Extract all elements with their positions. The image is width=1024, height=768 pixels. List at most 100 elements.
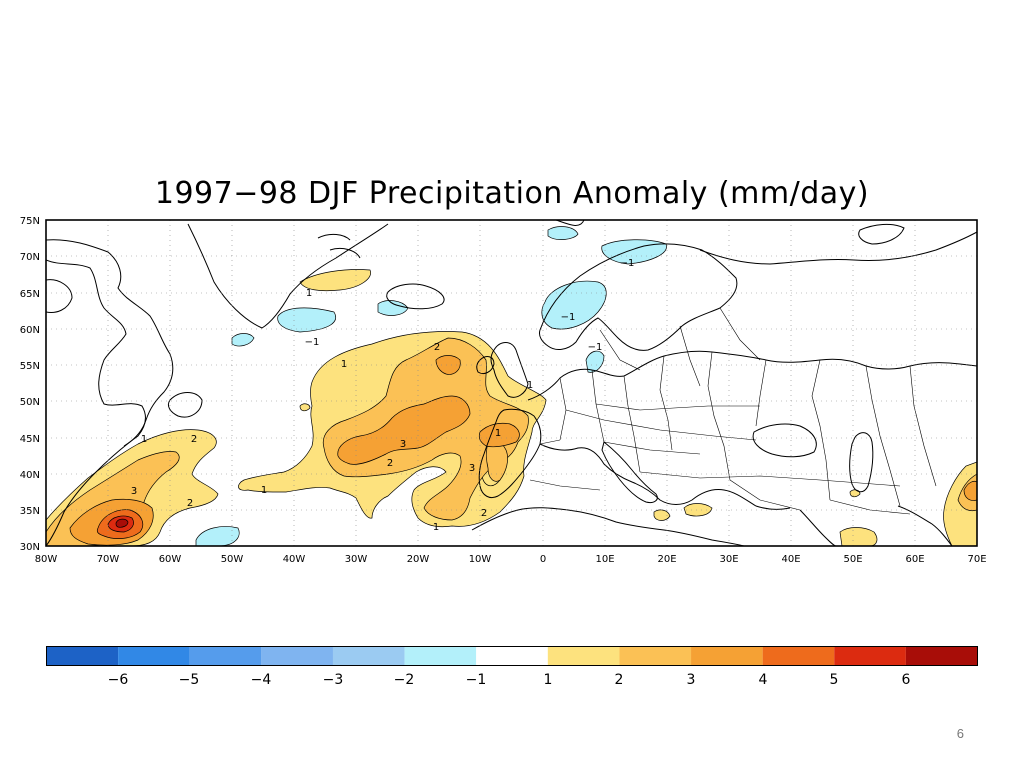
pos1-denmark-strait (299, 269, 372, 292)
colorbar-label: −2 (394, 672, 415, 688)
colorbar-legend: −6 −5 −4 −3 −2 −1 1 2 3 4 5 6 (46, 646, 978, 690)
contour-label: 1 (141, 434, 147, 445)
lon-tick-label: 50E (843, 554, 862, 565)
pos3-central-atlantic (337, 395, 471, 465)
greenland-coast (187, 223, 389, 329)
neg-patch-north (547, 226, 579, 240)
contour-label: 2 (187, 498, 193, 509)
colorbar-labels: −6 −5 −4 −3 −2 −1 1 2 3 4 5 6 (108, 672, 911, 688)
plot-frame (45, 219, 978, 547)
neg-patch-greenland-south (277, 307, 336, 333)
iceland (386, 283, 445, 310)
contour-label: 1 (341, 359, 347, 370)
lon-tick-label: 30E (719, 554, 738, 565)
colorbar-cell (834, 646, 906, 666)
country-borders (529, 307, 937, 515)
page-number: 6 (956, 726, 964, 741)
lat-tick-label: 55N (20, 361, 40, 372)
colorbar-cell (404, 646, 477, 666)
greenland-east (317, 233, 361, 259)
contour-label: 1 (306, 288, 312, 299)
lat-tick-label: 70N (20, 252, 40, 263)
black-sea (752, 423, 817, 458)
pos1-med-2 (653, 509, 671, 521)
red-sea (799, 509, 837, 546)
neg-patch-barents (601, 239, 667, 265)
colorbar-label: 4 (759, 672, 768, 688)
colorbar-label: −5 (179, 672, 200, 688)
lon-tick-label: 20W (407, 554, 430, 565)
colorbar-label: −1 (466, 672, 487, 688)
lon-tick-label: 40E (781, 554, 800, 565)
contour-label: 1 (261, 485, 267, 496)
colorbar-cell (189, 646, 262, 666)
colorbar-cell (118, 646, 190, 666)
svalbard (555, 220, 585, 226)
lon-tick-label: 40W (283, 554, 306, 565)
negative-anomaly-areas (195, 226, 667, 546)
contour-label: −1 (620, 258, 635, 269)
lat-tick-label: 60N (20, 325, 40, 336)
contour-label: 3 (469, 463, 475, 474)
pos3-iberia-west (478, 422, 520, 448)
colorbar-cell (261, 646, 333, 666)
newfoundland (167, 392, 203, 418)
lon-tick-label: 20E (657, 554, 676, 565)
colorbar-label: 5 (830, 672, 839, 688)
latitude-axis: 75N 70N 65N 60N 55N 50N 45N 40N 35N 30N (20, 216, 40, 553)
lon-tick-label: 60W (159, 554, 182, 565)
contour-label: −1 (588, 342, 603, 353)
anomaly-level-6 (115, 518, 129, 528)
lon-tick-label: 30W (345, 554, 368, 565)
colorbar-cell (476, 646, 548, 666)
colorbar-cell (619, 646, 692, 666)
contour-labels: 1 1 2 3 2 3 2 3 1 2 1 1 1 −1 −1 −1 −1 1 … (131, 258, 635, 533)
contour-label: 2 (434, 342, 440, 353)
longitude-axis: 80W 70W 60W 50W 40W 30W 20W 10W 0 10E 20… (35, 554, 987, 565)
lat-tick-label: 35N (20, 506, 40, 517)
iberia (478, 408, 542, 499)
pos3-persian (963, 480, 977, 501)
map-title: 1997−98 DJF Precipitation Anomaly (mm/da… (154, 176, 870, 211)
lon-tick-label: 60E (905, 554, 924, 565)
persian-gulf (897, 505, 953, 546)
lon-tick-label: 70W (97, 554, 120, 565)
arctic-coast-russia (699, 231, 977, 265)
africa-north (471, 507, 745, 546)
pos1-mid-atlantic-small (299, 403, 311, 412)
hudson-bay (46, 279, 73, 313)
british-isles (476, 342, 529, 398)
lat-tick-label: 75N (20, 216, 40, 227)
pos1-arabian (839, 527, 878, 546)
colorbar-cell (332, 646, 405, 666)
lat-tick-label: 50N (20, 397, 40, 408)
precipitation-anomaly-map: 1 1 2 3 2 3 2 3 1 2 1 1 1 −1 −1 −1 −1 1 … (0, 210, 1024, 580)
grid-lines (46, 220, 977, 546)
pos3-north-center (435, 355, 461, 375)
colorbar-label: −3 (323, 672, 344, 688)
colorbar-cell (905, 646, 978, 666)
colorbar-label: −6 (108, 672, 129, 688)
lon-tick-label: 50W (221, 554, 244, 565)
contour-label: −1 (561, 312, 576, 323)
contour-label: 1 (433, 522, 439, 533)
lon-tick-label: 0 (540, 554, 546, 565)
lat-tick-label: 40N (20, 470, 40, 481)
novaya-zemlya (858, 223, 905, 245)
lon-tick-label: 70E (967, 554, 986, 565)
lon-tick-label: 80W (35, 554, 58, 565)
mediterranean-north (539, 443, 791, 510)
lat-tick-label: 45N (20, 434, 40, 445)
contour-label: 2 (481, 508, 487, 519)
contour-label: 1 (527, 380, 533, 391)
colorbar-frame (46, 646, 978, 666)
neg-patch-norway-sea (541, 280, 607, 330)
contour-label: 2 (191, 434, 197, 445)
scandinavia (539, 243, 738, 351)
coastlines (46, 220, 977, 546)
colorbar-cell (547, 646, 620, 666)
contour-label: −1 (305, 337, 320, 348)
lat-tick-label: 30N (20, 542, 40, 553)
contour-label: 3 (131, 486, 137, 497)
pos6-gulf-stream (115, 518, 129, 528)
